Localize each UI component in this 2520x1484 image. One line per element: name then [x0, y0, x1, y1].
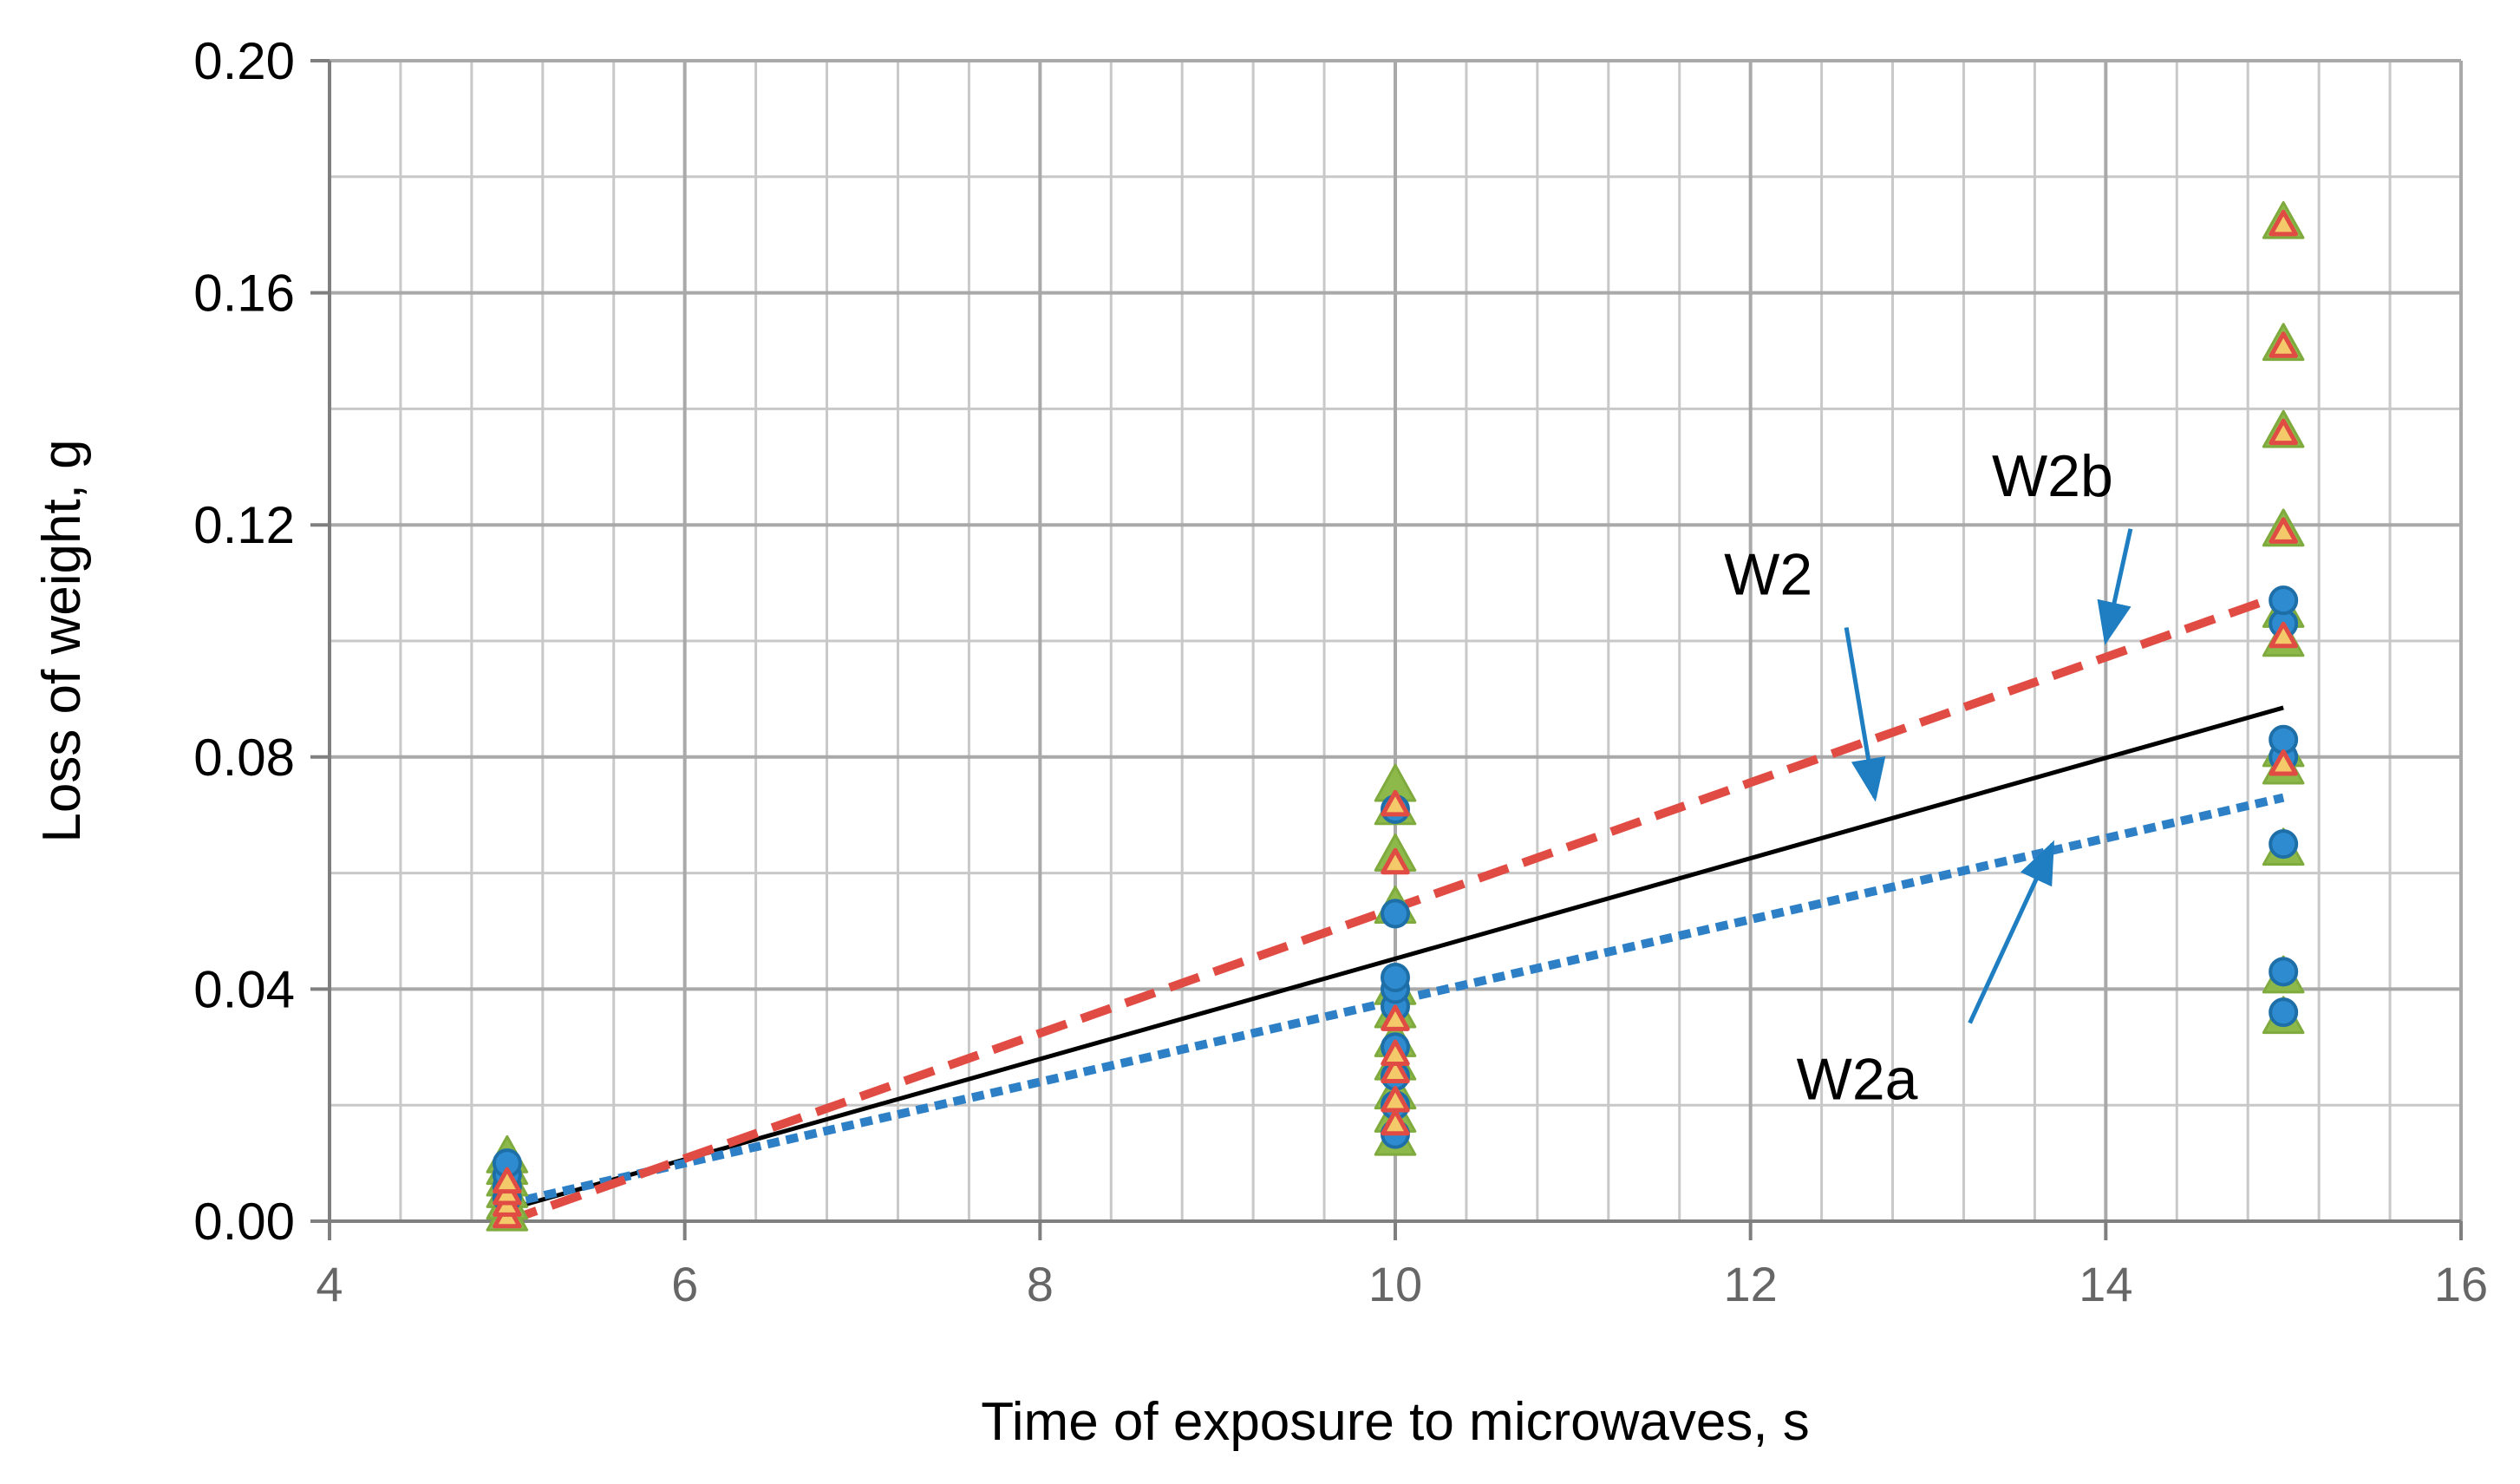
point-w2b: [1381, 1004, 1410, 1031]
point-w2b: [1381, 1056, 1410, 1084]
point-w2b: [493, 1167, 522, 1194]
annotation-arrow-w2: [1844, 627, 1886, 802]
x-axis-title: Time of exposure to microwaves, s: [981, 1392, 1810, 1452]
point-w2b: [1381, 1108, 1410, 1136]
point-w2b: [2269, 418, 2298, 446]
annotation-label-w2: W2: [1724, 541, 1812, 607]
point-w2b: [1381, 789, 1410, 817]
y-tick-label: 0.20: [193, 32, 295, 90]
x-tick-label: 8: [1027, 1257, 1054, 1311]
trendline-w2: [506, 705, 2284, 1213]
point-w2a: [2269, 957, 2299, 987]
annotation-label-w2a: W2a: [1797, 1047, 1918, 1113]
point-w2b: [2269, 209, 2298, 237]
x-tick-label: 16: [2434, 1257, 2488, 1311]
x-tick-label: 14: [2079, 1257, 2132, 1311]
point-w2b: [1381, 847, 1410, 875]
point-w2b: [1381, 1039, 1410, 1066]
y-axis-title: Loss of weight, g: [32, 439, 92, 842]
annotations: W2b W2 W2a: [1724, 443, 2133, 1113]
point-w2b: [2269, 331, 2298, 358]
x-tick-label: 12: [1724, 1257, 1778, 1311]
y-tick-label: 0.12: [193, 496, 295, 554]
point-w2b: [2269, 621, 2298, 649]
point-w2b: [2269, 517, 2298, 544]
point-w2a: [1381, 963, 1410, 993]
annotation-arrow-w2a: [1968, 840, 2055, 1024]
point-w2b: [1381, 1086, 1410, 1113]
y-tick-label: 0.00: [193, 1193, 295, 1251]
point-w2a: [1381, 899, 1410, 929]
y-tick-label: 0.16: [193, 265, 295, 323]
point-w2b: [2269, 749, 2298, 776]
y-tick-label: 0.08: [193, 729, 295, 787]
annotation-label-w2b: W2b: [1992, 443, 2113, 509]
point-w2a: [2269, 997, 2299, 1028]
trendline-w2a: [506, 793, 2285, 1208]
x-tick-label: 4: [316, 1257, 343, 1311]
axes: [310, 59, 2463, 1240]
data-points: [486, 200, 2305, 1232]
y-tick-label: 0.04: [193, 960, 295, 1018]
point-w2a: [2269, 585, 2299, 616]
annotation-arrow-w2b: [2097, 528, 2133, 645]
point-w2a: [2269, 829, 2299, 860]
x-tick-label: 6: [671, 1257, 698, 1311]
x-tick-label: 10: [1368, 1257, 1422, 1311]
point-w2a: [2269, 724, 2299, 755]
tick-labels: 0.00 0.04 0.08 0.12 0.16 0.20 4 6 8 10 12 14 16: [193, 32, 2488, 1311]
